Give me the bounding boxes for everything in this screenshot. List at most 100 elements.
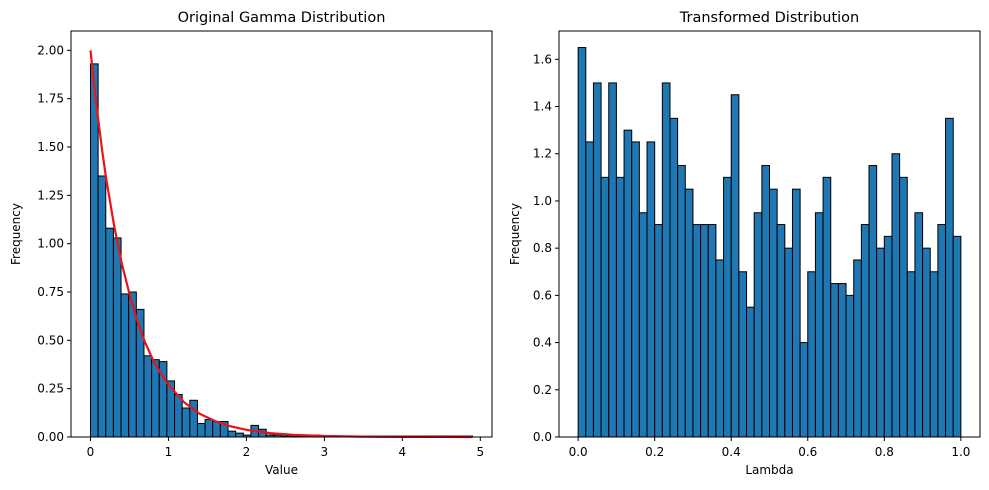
- histogram-bar: [937, 224, 947, 438]
- histogram-bar: [891, 153, 901, 438]
- histogram-bar: [700, 224, 709, 438]
- plot-frame: [70, 30, 493, 438]
- histogram-bar: [227, 430, 237, 438]
- y-tick-label: 0.2: [533, 383, 552, 397]
- y-tick-label: 1.00: [37, 237, 64, 251]
- y-tick-label: 0.75: [37, 285, 64, 299]
- transformed-histogram-chart: 0.0 0.2 0.4 0.6 0.8 1.0 0.0 0.2 0.4 0.6 0.8 1.0 1.2 1…: [508, 10, 981, 477]
- histogram-bar: [922, 247, 931, 438]
- y-tick-label: 0.8: [533, 241, 552, 255]
- plot-frame: [558, 30, 981, 438]
- histogram-bar: [945, 117, 954, 438]
- histogram-bar: [868, 165, 878, 438]
- histogram-bar: [661, 82, 671, 438]
- y-tick-label: 1.50: [37, 140, 64, 154]
- x-tick-label: 0.2: [645, 445, 664, 459]
- histogram-bar: [707, 224, 717, 438]
- y-tick-label: 0.6: [533, 288, 552, 302]
- histogram-bar: [615, 176, 625, 438]
- histogram-bar: [577, 47, 587, 438]
- histogram-bar: [646, 141, 656, 438]
- x-axis-label: Lambda: [745, 463, 793, 477]
- y-axis-label: Frequency: [9, 203, 23, 265]
- y-tick-label: 0.0: [533, 430, 552, 444]
- density-curve: [89, 50, 473, 439]
- histogram-bars: [89, 63, 474, 438]
- histogram-bar: [822, 176, 832, 438]
- x-axis-ticks: 0 1 2 3 4 5: [87, 437, 484, 459]
- histogram-bar: [181, 407, 191, 438]
- histogram-bar: [830, 283, 839, 438]
- histogram-bar: [730, 94, 740, 438]
- histogram-bar: [196, 422, 206, 438]
- y-tick-label: 1.6: [533, 52, 552, 66]
- histogram-bar: [746, 306, 755, 438]
- histogram-bar: [143, 355, 153, 438]
- histogram-bar: [684, 188, 694, 438]
- histogram-bar: [807, 271, 816, 438]
- x-tick-label: 0.8: [875, 445, 894, 459]
- y-tick-label: 0.50: [37, 333, 64, 347]
- x-tick-label: 1: [165, 445, 173, 459]
- x-tick-label: 4: [399, 445, 407, 459]
- histogram-bar: [592, 82, 602, 438]
- chart-title: Original Gamma Distribution: [178, 10, 386, 26]
- y-tick-label: 1.75: [37, 92, 64, 106]
- histogram-bar: [105, 227, 114, 438]
- histogram-bar: [151, 359, 160, 438]
- histogram-bar: [929, 271, 939, 438]
- histogram-bar: [738, 271, 748, 438]
- histogram-bar: [204, 419, 214, 438]
- histogram-bar: [791, 188, 801, 438]
- y-tick-label: 0.4: [533, 336, 552, 350]
- histogram-bar: [638, 212, 648, 438]
- histogram-bar: [89, 63, 99, 438]
- histogram-bar: [723, 176, 732, 438]
- histogram-bar: [876, 247, 885, 438]
- histogram-bar: [837, 283, 847, 438]
- x-tick-label: 0.6: [798, 445, 817, 459]
- histogram-bar: [112, 237, 122, 438]
- histogram-bar: [784, 247, 793, 438]
- histogram-bar: [906, 271, 916, 438]
- x-tick-label: 1.0: [951, 445, 970, 459]
- histogram-bar: [174, 393, 183, 438]
- histogram-bar: [692, 224, 702, 438]
- histogram-bar: [654, 224, 663, 438]
- x-tick-label: 0.0: [569, 445, 588, 459]
- histogram-bar: [715, 259, 725, 438]
- x-tick-label: 0.4: [722, 445, 741, 459]
- histogram-bar: [769, 188, 778, 438]
- gamma-histogram-chart: 0 1 2 3 4 5 0.00 0.25 0.50 0.75 1.00 1.25 1.50 1.75 2.…: [9, 10, 493, 477]
- y-tick-label: 2.00: [37, 43, 64, 57]
- y-tick-label: 0.00: [37, 430, 64, 444]
- y-tick-label: 1.25: [37, 188, 64, 202]
- histogram-bar: [776, 224, 786, 438]
- histogram-bar: [853, 259, 862, 438]
- y-tick-label: 1.4: [533, 100, 552, 114]
- histogram-bar: [799, 342, 809, 438]
- x-axis-label: Value: [265, 463, 298, 477]
- histogram-bar: [753, 212, 763, 438]
- histogram-bar: [814, 212, 824, 438]
- histogram-bar: [914, 212, 924, 438]
- x-axis-ticks: 0.0 0.2 0.4 0.6 0.8 1.0: [569, 437, 970, 459]
- y-tick-label: 1.2: [533, 147, 552, 161]
- histogram-bar: [97, 175, 107, 438]
- histogram-bar: [952, 235, 962, 438]
- histogram-bar: [761, 165, 771, 438]
- histogram-bar: [212, 421, 221, 438]
- histogram-bar: [883, 235, 893, 438]
- y-tick-label: 1.0: [533, 194, 552, 208]
- histogram-bar: [600, 176, 610, 438]
- y-axis-ticks: 0.00 0.25 0.50 0.75 1.00 1.25 1.50 1.75 2.00: [37, 43, 71, 444]
- histogram-bar: [669, 117, 679, 438]
- histogram-bar: [631, 141, 640, 438]
- y-axis-label: Frequency: [508, 203, 522, 265]
- x-tick-label: 5: [476, 445, 484, 459]
- x-tick-label: 0: [87, 445, 95, 459]
- histogram-bar: [677, 165, 686, 438]
- histogram-bar: [845, 294, 855, 438]
- histogram-bar: [623, 129, 633, 438]
